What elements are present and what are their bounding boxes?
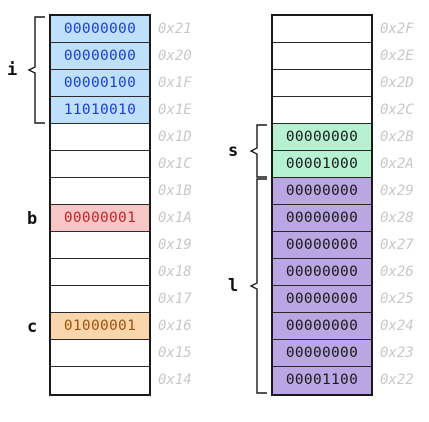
variable-label-i: i bbox=[7, 60, 18, 80]
address-label: 0x1B bbox=[158, 183, 192, 199]
address-label: 0x20 bbox=[158, 48, 192, 64]
memory-cell: 00000100 bbox=[51, 70, 149, 97]
brace-s bbox=[249, 124, 267, 178]
memory-cell bbox=[51, 124, 149, 151]
memory-cell: 00001000 bbox=[273, 151, 371, 178]
memory-cell bbox=[273, 43, 371, 70]
memory-cell bbox=[273, 16, 371, 43]
address-label: 0x19 bbox=[158, 237, 192, 253]
memory-cell: 01000001 bbox=[51, 313, 149, 340]
memory-cell bbox=[273, 97, 371, 124]
brace-i bbox=[27, 16, 45, 124]
address-label: 0x2A bbox=[380, 156, 414, 172]
memory-cell: 00000000 bbox=[273, 232, 371, 259]
memory-cell bbox=[51, 286, 149, 313]
address-label: 0x25 bbox=[380, 291, 414, 307]
address-label: 0x1E bbox=[158, 102, 192, 118]
address-label: 0x15 bbox=[158, 345, 192, 361]
address-label: 0x29 bbox=[380, 183, 414, 199]
address-label: 0x2C bbox=[380, 102, 414, 118]
address-label: 0x27 bbox=[380, 237, 414, 253]
address-label: 0x1C bbox=[158, 156, 192, 172]
memory-cell bbox=[273, 70, 371, 97]
memory-cell: 11010010 bbox=[51, 97, 149, 124]
address-label: 0x23 bbox=[380, 345, 414, 361]
memory-cell: 00000000 bbox=[51, 16, 149, 43]
memory-cell: 00000000 bbox=[273, 205, 371, 232]
memory-cell: 00000000 bbox=[273, 313, 371, 340]
memory-cell bbox=[51, 151, 149, 178]
address-label: 0x1A bbox=[158, 210, 192, 226]
memory-cell: 00000000 bbox=[273, 259, 371, 286]
memory-cell bbox=[51, 367, 149, 394]
memory-cell: 00000001 bbox=[51, 205, 149, 232]
address-label: 0x14 bbox=[158, 372, 192, 388]
address-label: 0x21 bbox=[158, 21, 192, 37]
address-label: 0x26 bbox=[380, 264, 414, 280]
address-label: 0x2D bbox=[380, 75, 414, 91]
variable-label-b: b bbox=[27, 208, 38, 229]
address-label: 0x1D bbox=[158, 129, 192, 145]
memory-cell: 00001100 bbox=[273, 367, 371, 394]
address-label: 0x2E bbox=[380, 48, 414, 64]
memory-cell: 00000000 bbox=[273, 178, 371, 205]
memory-cell bbox=[51, 232, 149, 259]
address-label: 0x22 bbox=[380, 372, 414, 388]
address-label: 0x2B bbox=[380, 129, 414, 145]
memory-cell bbox=[51, 178, 149, 205]
right-column: 00000000 00001000 00000000 00000000 00000000… bbox=[271, 14, 373, 396]
address-label: 0x1F bbox=[158, 75, 192, 91]
memory-cell bbox=[51, 259, 149, 286]
address-label: 0x28 bbox=[380, 210, 414, 226]
address-label: 0x17 bbox=[158, 291, 192, 307]
address-label: 0x2F bbox=[380, 21, 414, 37]
variable-label-c: c bbox=[27, 316, 38, 337]
address-label: 0x24 bbox=[380, 318, 414, 334]
left-column: 00000000 00000000 00000100 11010010 00000001… bbox=[49, 14, 151, 396]
variable-label-s: s bbox=[228, 141, 239, 161]
memory-cell: 00000000 bbox=[273, 124, 371, 151]
address-label: 0x18 bbox=[158, 264, 192, 280]
memory-cell bbox=[51, 340, 149, 367]
memory-cell: 00000000 bbox=[51, 43, 149, 70]
memory-cell: 00000000 bbox=[273, 340, 371, 367]
memory-cell: 00000000 bbox=[273, 286, 371, 313]
variable-label-l: l bbox=[228, 276, 239, 296]
address-label: 0x16 bbox=[158, 318, 192, 334]
brace-l bbox=[249, 178, 267, 394]
